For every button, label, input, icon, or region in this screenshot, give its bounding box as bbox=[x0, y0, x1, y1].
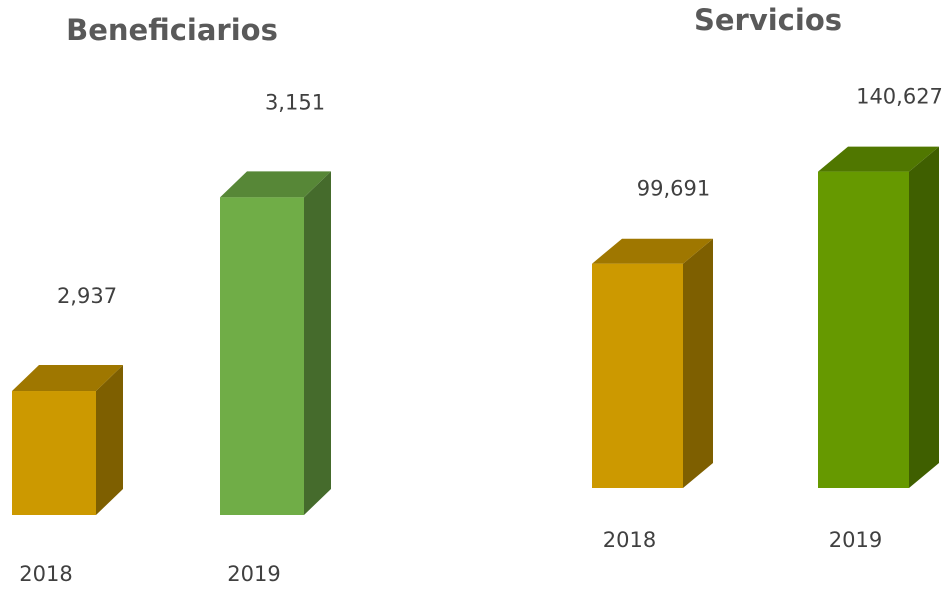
bar-side bbox=[909, 146, 939, 489]
bar bbox=[12, 391, 96, 515]
bar bbox=[592, 263, 683, 488]
bar-side bbox=[683, 238, 713, 488]
x-tick-label: 2019 bbox=[829, 528, 882, 552]
bar-top bbox=[220, 171, 331, 198]
chart-title: Servicios bbox=[694, 3, 842, 37]
bar bbox=[818, 171, 909, 489]
value-label: 3,151 bbox=[265, 90, 325, 114]
bar-side bbox=[96, 365, 123, 515]
chart-title: Beneficiarios bbox=[66, 13, 278, 47]
value-label: 99,691 bbox=[637, 177, 710, 201]
value-label: 140,627 bbox=[856, 85, 942, 109]
bar-side bbox=[304, 171, 331, 515]
x-tick-label: 2019 bbox=[227, 562, 280, 586]
value-label: 2,937 bbox=[57, 284, 117, 308]
x-tick-label: 2018 bbox=[19, 562, 72, 586]
bar-top bbox=[818, 146, 939, 172]
x-tick-label: 2018 bbox=[603, 528, 656, 552]
bar-top bbox=[12, 365, 123, 392]
bar-top bbox=[592, 238, 713, 264]
bar bbox=[220, 197, 304, 515]
